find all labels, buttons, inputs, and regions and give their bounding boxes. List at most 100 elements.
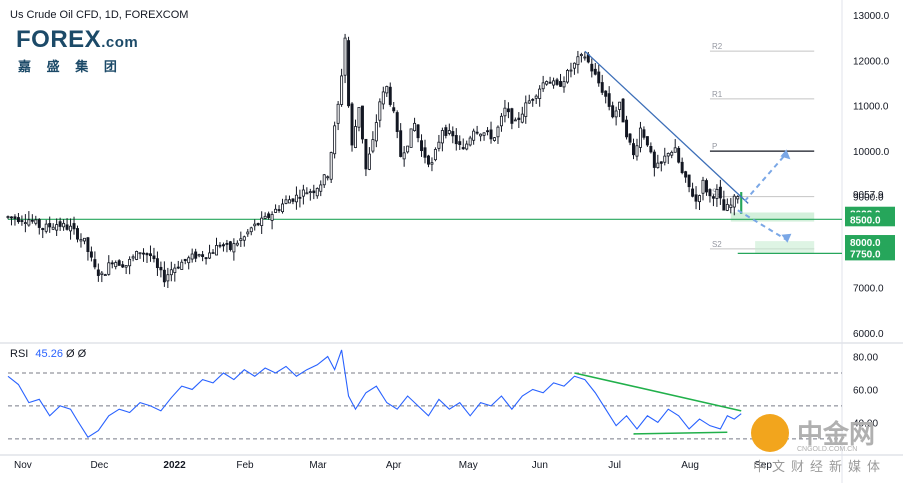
pivot-levels: R2R1PS1S2 [709,42,815,250]
price-tag-label: 9057.9 [853,190,884,201]
candle-body [319,184,323,192]
candle-body [13,216,17,219]
candle-body [23,222,27,225]
candle-body [354,126,357,148]
candle-body [291,198,295,202]
candle-body [437,141,441,149]
logo-brand: FOREX [16,26,102,53]
candle-body [131,256,135,259]
candle-body [315,188,319,197]
candle-body [343,37,347,76]
candle-body [572,62,576,69]
candle-body [107,262,111,275]
candle-body [444,127,448,136]
watermark-title: 中金网 [797,419,876,449]
support-zone-upper [730,212,815,222]
candle-body [357,107,361,128]
candle-body [100,272,104,275]
candle-body [493,137,496,141]
candle-body [329,152,333,180]
candle-body [211,252,215,255]
price-tag-label: 8500.0 [850,215,881,226]
candle-body [367,153,371,170]
candle-body [58,221,62,227]
candle-body [281,203,285,213]
current-candle [740,192,743,214]
candle-body [694,194,698,202]
candle-body [69,225,73,232]
candle-body [197,254,201,257]
candle-body [204,257,208,260]
price-tag-label: 8000.0 [850,238,881,249]
projection-down-arrow [737,209,787,241]
candle-body [614,110,618,118]
candle-body [611,105,615,118]
price-tick-label: 10000.0 [853,147,890,158]
candle-body [51,226,55,230]
time-tick-label: Dec [90,460,108,471]
candle-body [239,238,243,241]
candle-body [708,189,712,197]
candle-body [142,252,146,255]
candle-body [472,130,476,141]
candle-body [670,151,674,156]
candle-body [110,262,114,265]
candle-body [76,228,79,240]
candle-body [201,254,205,257]
candle-body [409,128,413,148]
candle-body [221,244,225,247]
candle-body [524,102,528,117]
candle-body [340,75,344,105]
candle-body [663,155,667,163]
price-tag-box [845,246,895,261]
candle-body [305,192,309,195]
candle-body [287,199,291,204]
candle-body [48,223,52,228]
candle-body [385,86,389,94]
candle-body [138,252,142,255]
candle-body [499,115,503,127]
candle-body [62,222,66,228]
candle-body [649,146,653,153]
candle-body [732,195,736,208]
candle-body [517,117,521,121]
candle-body [680,161,684,173]
rsi-tick-label: 80.00 [853,353,878,364]
candle-body [677,147,681,163]
time-tick-label: 2022 [163,460,186,471]
rsi-value: 45.26 [35,348,63,360]
time-tick-label: Feb [236,460,254,471]
candle-body [256,223,260,226]
candle-body [72,223,76,230]
candle-body [277,209,281,211]
candle-body [347,40,351,107]
price-tick-label: 13000.0 [853,11,890,22]
candle-body [34,219,38,224]
candle-body [628,133,632,143]
candle-body [364,138,368,170]
candle-body [548,81,552,84]
candle-body [416,124,420,139]
price-tag-label: 7750.0 [850,249,881,260]
candle-body [475,131,479,134]
watermark-url: CNGOLD.COM.CN [797,446,858,453]
pivot-level-label: R1 [712,90,723,99]
candle-body [9,216,13,219]
time-tick-label: Jun [532,460,548,471]
candle-body [294,194,298,203]
candle-body [433,149,437,161]
candle-body [465,143,469,150]
candle-body [666,153,670,157]
candle-body [510,108,514,124]
candle-body [166,274,170,282]
candle-body [704,180,708,193]
candle-body [423,147,427,158]
forex-logo: FOREX.com [16,26,138,54]
candle-body [520,113,524,123]
candle-body [420,140,424,152]
candle-body [635,145,639,157]
pivot-level-label: R2 [712,42,723,51]
price-tick-label: 7000.0 [853,283,884,294]
candle-body [440,130,444,144]
